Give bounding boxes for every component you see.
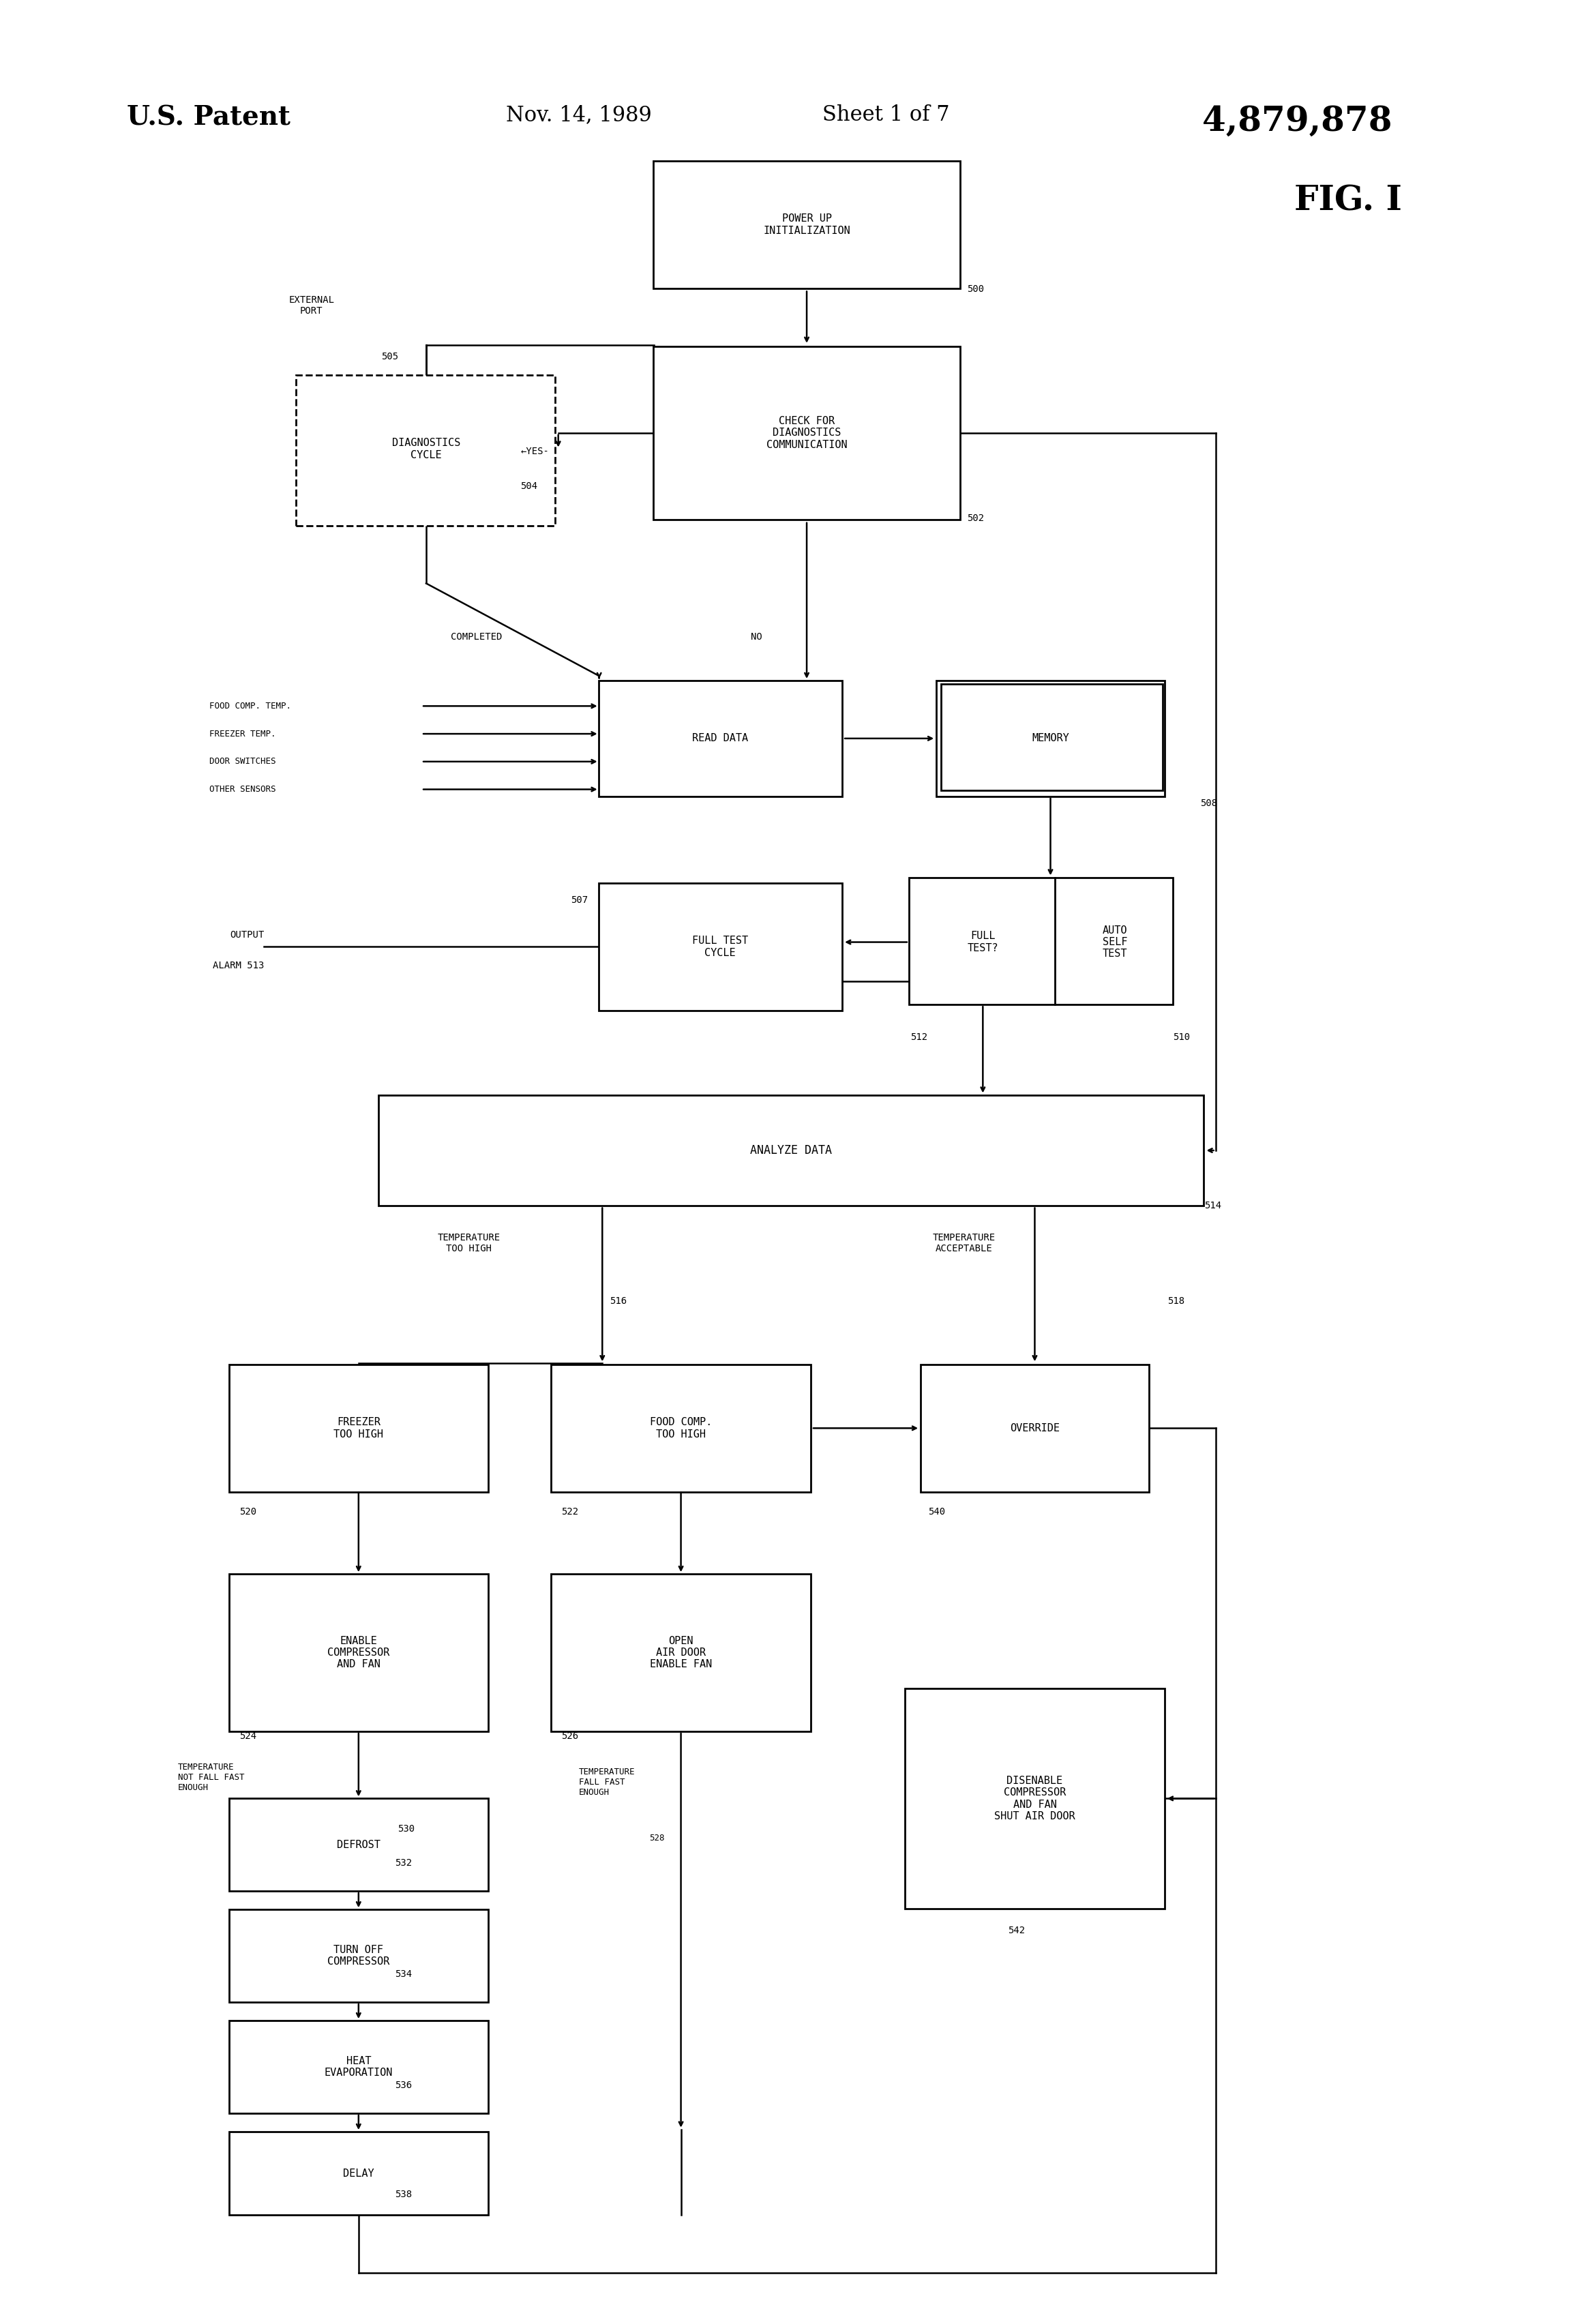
Text: TEMPERATURE
FALL FAST
ENOUGH: TEMPERATURE FALL FAST ENOUGH: [579, 1769, 634, 1796]
FancyBboxPatch shape: [937, 681, 1164, 797]
Text: 505: 505: [381, 351, 399, 360]
Text: 538: 538: [395, 2189, 411, 2199]
Text: TEMPERATURE
ACCEPTABLE: TEMPERATURE ACCEPTABLE: [932, 1232, 995, 1253]
Text: HEAT
EVAPORATION: HEAT EVAPORATION: [324, 2057, 392, 2078]
Text: DEFROST: DEFROST: [337, 1841, 380, 1850]
FancyBboxPatch shape: [598, 883, 842, 1011]
Text: 534: 534: [395, 1971, 411, 1980]
Text: TEMPERATURE
NOT FALL FAST
ENOUGH: TEMPERATURE NOT FALL FAST ENOUGH: [177, 1764, 244, 1792]
FancyBboxPatch shape: [229, 1573, 489, 1731]
Text: 504: 504: [520, 481, 538, 490]
FancyBboxPatch shape: [551, 1364, 810, 1492]
FancyBboxPatch shape: [378, 1095, 1204, 1206]
FancyBboxPatch shape: [229, 1799, 489, 1892]
FancyBboxPatch shape: [598, 681, 842, 797]
Text: FIG. I: FIG. I: [1294, 186, 1402, 218]
FancyBboxPatch shape: [229, 2020, 489, 2113]
Text: U.S. Patent: U.S. Patent: [127, 105, 290, 130]
Text: 536: 536: [395, 2080, 411, 2089]
Text: FOOD COMP. TEMP.: FOOD COMP. TEMP.: [209, 702, 291, 711]
FancyBboxPatch shape: [910, 878, 1174, 1004]
Text: FREEZER TEMP.: FREEZER TEMP.: [209, 730, 275, 739]
FancyBboxPatch shape: [229, 1910, 489, 2003]
Text: 526: 526: [562, 1731, 579, 1741]
Text: NO: NO: [751, 632, 763, 641]
Text: FULL TEST
CYCLE: FULL TEST CYCLE: [693, 937, 748, 957]
Text: 540: 540: [929, 1506, 944, 1515]
FancyBboxPatch shape: [921, 1364, 1149, 1492]
Text: 514: 514: [1204, 1202, 1221, 1211]
Text: 4,879,878: 4,879,878: [1202, 105, 1392, 137]
Text: 507: 507: [571, 895, 589, 906]
Text: CHECK FOR
DIAGNOSTICS
COMMUNICATION: CHECK FOR DIAGNOSTICS COMMUNICATION: [766, 416, 848, 451]
Text: TEMPERATURE
TOO HIGH: TEMPERATURE TOO HIGH: [437, 1232, 500, 1253]
FancyBboxPatch shape: [229, 1364, 489, 1492]
Text: DOOR SWITCHES: DOOR SWITCHES: [209, 758, 275, 767]
Text: OVERRIDE: OVERRIDE: [1009, 1422, 1060, 1434]
FancyBboxPatch shape: [296, 374, 555, 525]
FancyBboxPatch shape: [653, 160, 960, 288]
Text: 516: 516: [609, 1297, 626, 1306]
FancyBboxPatch shape: [229, 2131, 489, 2215]
Text: FREEZER
TOO HIGH: FREEZER TOO HIGH: [334, 1418, 383, 1439]
Text: FOOD COMP.
TOO HIGH: FOOD COMP. TOO HIGH: [650, 1418, 712, 1439]
Text: ENABLE
COMPRESSOR
AND FAN: ENABLE COMPRESSOR AND FAN: [327, 1636, 389, 1669]
Text: 524: 524: [239, 1731, 256, 1741]
FancyBboxPatch shape: [653, 346, 960, 521]
Text: 510: 510: [1174, 1032, 1190, 1041]
Text: DISENABLE
COMPRESSOR
AND FAN
SHUT AIR DOOR: DISENABLE COMPRESSOR AND FAN SHUT AIR DO…: [995, 1776, 1076, 1822]
Text: READ DATA: READ DATA: [693, 734, 748, 744]
Text: ←YES-: ←YES-: [520, 446, 549, 456]
FancyBboxPatch shape: [551, 1573, 810, 1731]
Text: POWER UP
INITIALIZATION: POWER UP INITIALIZATION: [763, 214, 850, 235]
Text: AUTO
SELF
TEST: AUTO SELF TEST: [1103, 925, 1128, 960]
Text: 530: 530: [397, 1824, 414, 1834]
Text: OPEN
AIR DOOR
ENABLE FAN: OPEN AIR DOOR ENABLE FAN: [650, 1636, 712, 1669]
Text: OUTPUT: OUTPUT: [229, 930, 264, 939]
Text: 508: 508: [1199, 799, 1217, 809]
Text: DIAGNOSTICS
CYCLE: DIAGNOSTICS CYCLE: [392, 439, 460, 460]
Text: TURN OFF
COMPRESSOR: TURN OFF COMPRESSOR: [327, 1945, 389, 1966]
Text: DELAY: DELAY: [343, 2168, 373, 2178]
Text: COMPLETED: COMPLETED: [451, 632, 501, 641]
Text: 528: 528: [650, 1834, 664, 1843]
Text: 532: 532: [395, 1859, 411, 1868]
FancyBboxPatch shape: [905, 1690, 1164, 1908]
Text: 500: 500: [967, 284, 984, 295]
Text: MEMORY: MEMORY: [1031, 734, 1069, 744]
Text: OTHER SENSORS: OTHER SENSORS: [209, 786, 275, 795]
Text: 542: 542: [1008, 1927, 1025, 1936]
Text: 520: 520: [239, 1506, 256, 1515]
Text: Sheet 1 of 7: Sheet 1 of 7: [823, 105, 949, 125]
Text: FULL
TEST?: FULL TEST?: [967, 932, 998, 953]
Text: 512: 512: [911, 1032, 927, 1041]
Text: Nov. 14, 1989: Nov. 14, 1989: [506, 105, 652, 125]
Text: ALARM 513: ALARM 513: [214, 960, 264, 969]
Text: ANALYZE DATA: ANALYZE DATA: [750, 1143, 832, 1157]
Text: 518: 518: [1168, 1297, 1185, 1306]
Text: 502: 502: [967, 514, 984, 523]
Text: EXTERNAL
PORT: EXTERNAL PORT: [288, 295, 334, 316]
Text: 522: 522: [562, 1506, 579, 1515]
